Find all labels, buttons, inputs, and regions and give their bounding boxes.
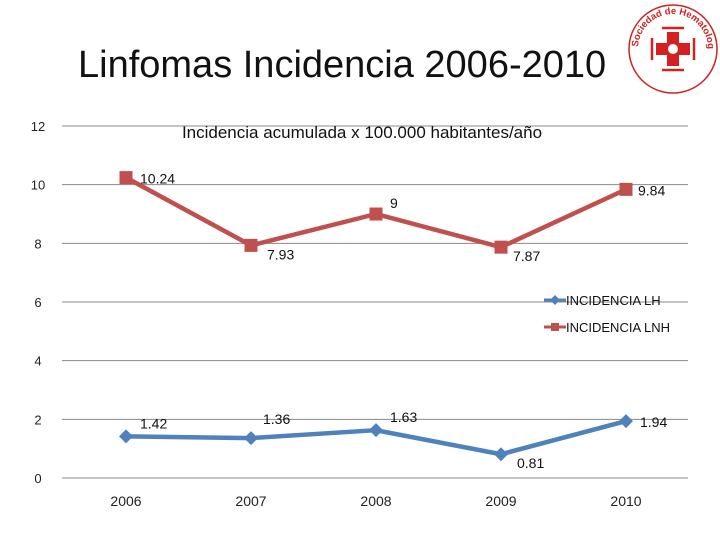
- data-point: [494, 240, 508, 254]
- legend-marker: [550, 295, 560, 305]
- x-tick-label: 2008: [360, 493, 391, 509]
- data-point: [619, 182, 633, 196]
- legend-label: INCIDENCIA LH: [566, 293, 661, 308]
- legend-label: INCIDENCIA LNH: [566, 320, 670, 335]
- chart-title: Incidencia acumulada x 100.000 habitante…: [182, 123, 542, 142]
- slide-title: Linfomas Incidencia 2006-2010: [78, 44, 607, 86]
- data-label: 0.81: [517, 455, 544, 471]
- society-logo: Sociedad de Hematología del Uruguay: [626, 2, 718, 94]
- data-point: [244, 431, 258, 446]
- x-tick-label: 2009: [485, 493, 516, 509]
- legend-marker: [551, 323, 559, 331]
- data-label: 1.42: [140, 415, 167, 431]
- y-tick-label: 2: [34, 412, 41, 427]
- data-point: [369, 423, 383, 438]
- data-label: 1.63: [390, 409, 417, 425]
- data-label: 9: [390, 195, 398, 211]
- data-point: [619, 414, 633, 429]
- x-tick-label: 2006: [110, 493, 141, 509]
- data-point: [369, 207, 383, 221]
- y-tick-label: 0: [34, 471, 41, 486]
- y-tick-label: 4: [34, 354, 41, 369]
- y-tick-label: 12: [31, 119, 45, 134]
- y-tick-label: 8: [34, 236, 41, 251]
- y-tick-label: 10: [31, 178, 45, 193]
- data-label: 10.24: [140, 171, 175, 187]
- legend: INCIDENCIA LH INCIDENCIA LNH: [544, 293, 670, 335]
- series-lh: [119, 414, 633, 462]
- x-tick-label: 2007: [235, 493, 266, 509]
- data-labels: 1.42 1.36 1.63 0.81 1.94 10.24 7.93 9 7.87 9.84: [140, 171, 667, 472]
- gridlines: [62, 125, 688, 479]
- series-lnh: [119, 171, 633, 254]
- data-label: 1.36: [263, 411, 290, 427]
- axis-ticks: 0 2 4 6 8 10 12 2006 2007 2008 2009 2010: [31, 119, 642, 509]
- legend-item: INCIDENCIA LNH: [544, 320, 670, 335]
- data-label: 7.93: [267, 246, 294, 262]
- data-label: 9.84: [638, 182, 665, 198]
- data-point: [494, 447, 508, 462]
- data-label: 1.94: [640, 414, 667, 430]
- data-label: 7.87: [513, 248, 540, 264]
- data-point: [244, 238, 258, 252]
- legend-item: INCIDENCIA LH: [544, 293, 661, 308]
- data-point: [119, 429, 133, 444]
- series-lines: [119, 171, 633, 462]
- x-tick-label: 2010: [610, 493, 641, 509]
- data-point: [119, 171, 133, 185]
- y-tick-label: 6: [34, 295, 41, 310]
